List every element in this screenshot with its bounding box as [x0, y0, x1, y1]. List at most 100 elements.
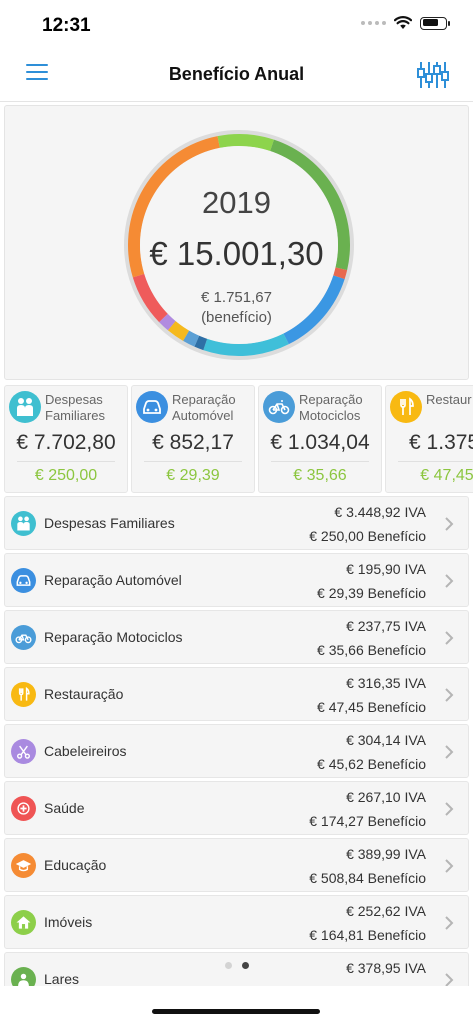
family-icon: [9, 391, 41, 423]
category-name: Reparação Motociclos: [44, 629, 183, 645]
filter-sliders-icon[interactable]: [417, 60, 449, 90]
status-time: 12:31: [42, 15, 91, 36]
divider: [398, 461, 473, 462]
category-row-restauracao[interactable]: Restauração € 316,35 IVA € 47,45 Benefíc…: [4, 667, 469, 721]
cutlery-icon: [390, 391, 422, 423]
chart-benefit-label: (benefício): [201, 309, 272, 326]
summary-card-label: Restaur: [426, 392, 472, 407]
chevron-right-icon: [445, 517, 454, 531]
medical-cross-icon: [11, 796, 36, 821]
cellular-signal-icon: [361, 21, 386, 25]
scissors-icon: [11, 739, 36, 764]
summary-card-amount: € 7.702,80: [16, 431, 116, 454]
home-indicator[interactable]: [152, 1009, 320, 1014]
category-iva: € 3.448,92 IVA: [334, 504, 426, 520]
donut-segment: [128, 136, 220, 278]
car-icon: [11, 568, 36, 593]
page-title: Benefício Anual: [168, 64, 305, 84]
category-name: Saúde: [44, 800, 85, 816]
summary-card-benefit: € 47,45: [420, 467, 473, 484]
hamburger-menu-icon[interactable]: [26, 64, 48, 84]
summary-card-benefit: € 29,39: [166, 467, 220, 484]
category-iva: € 237,75 IVA: [346, 618, 426, 634]
donut-chart: [124, 130, 354, 360]
category-list: Despesas Familiares € 3.448,92 IVA € 250…: [4, 496, 469, 986]
house-icon: [11, 910, 36, 935]
page-dot[interactable]: [224, 962, 232, 969]
donut-segment: [270, 139, 350, 271]
category-row-educacao[interactable]: Educação € 389,99 IVA € 508,84 Benefício: [4, 838, 469, 892]
donut-segment: [203, 333, 289, 356]
donut-segment: [167, 320, 190, 341]
donut-segment: [333, 267, 348, 280]
summary-cards-carousel[interactable]: Despesas Familiares € 7.702,80 € 250,00 R…: [4, 385, 473, 493]
family-icon: [11, 511, 36, 536]
donut-segment: [283, 275, 345, 345]
divider: [144, 461, 242, 462]
chevron-right-icon: [445, 973, 454, 986]
category-row-reparacao-automovel[interactable]: Reparação Automóvel € 195,90 IVA € 29,39…: [4, 553, 469, 607]
category-benefit: € 250,00 Benefício: [309, 528, 426, 544]
chart-year: 2019: [202, 185, 271, 220]
category-benefit: € 47,45 Benefício: [317, 699, 426, 715]
category-benefit: € 164,81 Benefício: [309, 927, 426, 943]
summary-card-amount: € 1.034,04: [270, 431, 370, 454]
category-iva: € 378,95 IVA: [346, 960, 426, 976]
category-iva: € 316,35 IVA: [346, 675, 426, 691]
summary-card-amount: € 1.375,: [409, 431, 473, 454]
summary-card-label: Despesas Familiares: [45, 392, 105, 423]
chevron-right-icon: [445, 859, 454, 873]
category-row-imoveis[interactable]: Imóveis € 252,62 IVA € 164,81 Benefício: [4, 895, 469, 949]
summary-card[interactable]: Reparação Automóvel € 852,17 € 29,39: [131, 385, 255, 493]
donut-segment: [183, 330, 200, 347]
category-name: Lares: [44, 971, 80, 986]
nav-bar: Benefício Anual: [0, 50, 473, 102]
graduation-cap-icon: [11, 853, 36, 878]
category-row-cabeleireiros[interactable]: Cabeleireiros € 304,14 IVA € 45,62 Benef…: [4, 724, 469, 778]
divider: [271, 461, 369, 462]
cutlery-icon: [11, 682, 36, 707]
chart-total-amount: € 15.001,30: [149, 235, 324, 272]
person-icon: [11, 967, 36, 986]
summary-card[interactable]: Restaur € 1.375, € 47,45: [385, 385, 473, 493]
category-row-saude[interactable]: Saúde € 267,10 IVA € 174,27 Benefício: [4, 781, 469, 835]
category-iva: € 267,10 IVA: [346, 789, 426, 805]
page-indicator[interactable]: [0, 962, 473, 969]
donut-center: [140, 146, 338, 344]
summary-card-label: Reparação Motociclos: [299, 392, 363, 423]
chevron-right-icon: [445, 631, 454, 645]
summary-card-benefit: € 35,66: [293, 467, 347, 484]
category-name: Restauração: [44, 686, 124, 702]
bicycle-icon: [11, 625, 36, 650]
category-name: Cabeleireiros: [44, 743, 127, 759]
donut-segment: [132, 273, 168, 323]
wifi-icon: [394, 16, 412, 29]
category-iva: € 195,90 IVA: [346, 561, 426, 577]
divider: [17, 461, 115, 462]
category-iva: € 389,99 IVA: [346, 846, 426, 862]
category-benefit: € 45,62 Benefício: [317, 756, 426, 772]
chevron-right-icon: [445, 574, 454, 588]
category-name: Imóveis: [44, 914, 93, 930]
category-row-reparacao-motociclos[interactable]: Reparação Motociclos € 237,75 IVA € 35,6…: [4, 610, 469, 664]
chevron-right-icon: [445, 745, 454, 759]
summary-card[interactable]: Reparação Motociclos € 1.034,04 € 35,66: [258, 385, 382, 493]
donut-segment: [159, 313, 176, 331]
status-bar: 12:31: [0, 0, 473, 50]
category-row-lares[interactable]: Lares € 378,95 IVA: [4, 952, 469, 986]
category-iva: € 304,14 IVA: [346, 732, 426, 748]
category-row-despesas-familiares[interactable]: Despesas Familiares € 3.448,92 IVA € 250…: [4, 496, 469, 550]
category-benefit: € 35,66 Benefício: [317, 642, 426, 658]
annual-benefit-chart-card: 2019 € 15.001,30 € 1.751,67 (benefício): [4, 105, 469, 380]
summary-card-label: Reparação Automóvel: [172, 392, 236, 423]
donut-segment: [194, 335, 208, 351]
chevron-right-icon: [445, 916, 454, 930]
summary-card-amount: € 852,17: [152, 431, 234, 454]
category-name: Reparação Automóvel: [44, 572, 182, 588]
summary-card-benefit: € 250,00: [34, 467, 98, 484]
category-benefit: € 508,84 Benefício: [309, 870, 426, 886]
summary-card[interactable]: Despesas Familiares € 7.702,80 € 250,00: [4, 385, 128, 493]
bicycle-icon: [263, 391, 295, 423]
category-benefit: € 174,27 Benefício: [309, 813, 426, 829]
page-dot-active[interactable]: [241, 962, 249, 969]
